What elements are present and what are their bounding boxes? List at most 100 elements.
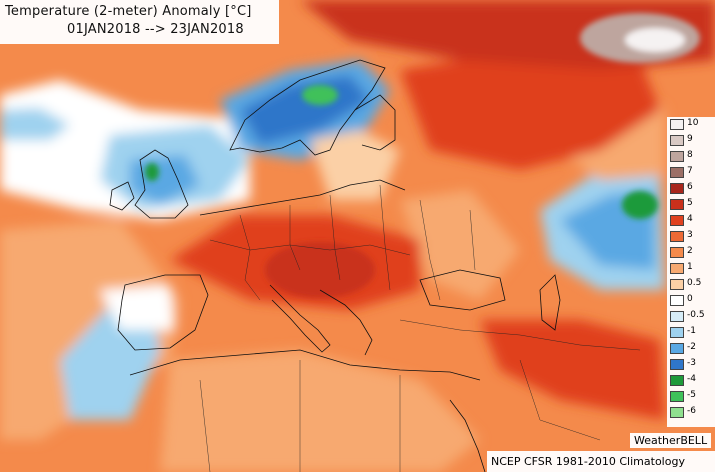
coastline-north-africa [129,349,481,381]
credit-label: WeatherBELL [630,433,712,448]
anomaly-extremes [145,13,700,298]
legend-item: 8 [667,150,715,162]
coastline-caspian [539,274,561,331]
anomaly-region-iberia-neutral [100,285,175,330]
legend-label: 7 [687,166,693,176]
legend-label: -6 [687,406,696,416]
legend-label: -3 [687,358,696,368]
legend-item: -6 [667,406,715,418]
coastline-ireland [109,181,135,211]
legend-swatch [670,311,684,322]
coastline-iberia [117,274,209,351]
anomaly-region-scandinavia-colder [240,75,370,145]
legend-label: -0.5 [687,310,705,320]
legend-label: 3 [687,230,693,240]
border-line [289,205,301,271]
anomaly-spot-scotland-green [145,163,159,181]
anomaly-region-middle-east-hot [480,320,665,420]
legend-label: -5 [687,390,696,400]
anomaly-region-baltic-neutral [310,130,400,200]
legend-swatch [670,167,684,178]
legend-item: 9 [667,134,715,146]
border-line [469,209,476,271]
legend-swatch [670,247,684,258]
coastline-black-sea [419,269,506,311]
legend-swatch [670,295,684,306]
legend-item: -2 [667,342,715,354]
legend-swatch [670,263,684,274]
legend-swatch [670,151,684,162]
legend-swatch [670,327,684,338]
legend-item: 10 [667,118,715,130]
coastline-italy [269,284,331,353]
legend-label: 4 [687,214,693,224]
anomaly-region-eastern-light [400,190,520,300]
legend-swatch [670,391,684,402]
legend-item: 0 [667,294,715,306]
border-line [399,319,641,351]
date-range: 01JAN2018 --> 23JAN2018 [67,22,244,37]
anomaly-spot-asia-green [622,191,658,219]
legend-swatch [670,135,684,146]
anomaly-region-atlantic-cold [0,108,70,140]
country-borders [199,184,641,472]
legend-item: 5 [667,198,715,210]
legend-label: 1 [687,262,693,272]
legend-item: 7 [667,166,715,178]
coastline-british-isles [134,149,189,219]
legend-swatch [670,359,684,370]
legend-swatch [670,231,684,242]
legend-label: -1 [687,326,696,336]
legend-item: 0.5 [667,278,715,290]
legend-item: 3 [667,230,715,242]
legend-item: 2 [667,246,715,258]
border-line [519,359,601,441]
legend-label: -2 [687,342,696,352]
legend-label: 0 [687,294,693,304]
border-line [239,214,261,301]
coastline-europe-west [199,179,406,216]
border-line [199,379,211,472]
anomaly-spot-scandinavia-green [302,85,338,105]
map-title: Temperature (2-meter) Anomaly [°C] [5,4,252,19]
legend-swatch [670,343,684,354]
source-label: NCEP CFSR 1981-2010 Climatology [487,451,715,472]
legend-swatch [670,183,684,194]
legend-item: -5 [667,390,715,402]
legend-swatch [670,215,684,226]
legend-label: 6 [687,182,693,192]
legend-item: 4 [667,214,715,226]
border-line [379,184,391,291]
anomaly-spot-novaya-zemlya-core [625,28,685,52]
legend-label: -4 [687,374,696,384]
legend-item: 6 [667,182,715,194]
anomaly-spot-alps-hot [265,242,375,298]
coastline-finland [354,94,396,151]
legend-swatch [670,375,684,386]
legend-item: -0.5 [667,310,715,322]
legend-swatch [670,279,684,290]
legend-item: -4 [667,374,715,386]
legend-item: -1 [667,326,715,338]
legend-label: 5 [687,198,693,208]
map-title-box: Temperature (2-meter) Anomaly [°C] 01JAN… [0,0,279,44]
border-line [329,194,341,281]
legend-label: 9 [687,134,693,144]
coastlines [109,59,561,472]
legend-swatch [670,407,684,418]
legend-label: 8 [687,150,693,160]
legend-item: 1 [667,262,715,274]
coastline-red-sea [449,399,486,472]
anomaly-region-russia-hot [400,50,660,170]
border-line [209,239,411,256]
coastline-balkans [319,289,373,356]
legend-swatch [670,119,684,130]
color-legend: 10 9 8 7 6 5 4 3 [667,117,715,427]
legend-item: -3 [667,358,715,370]
legend-label: 2 [687,246,693,256]
border-line [419,199,441,301]
legend-label: 0.5 [687,278,702,288]
legend-swatch [670,199,684,210]
